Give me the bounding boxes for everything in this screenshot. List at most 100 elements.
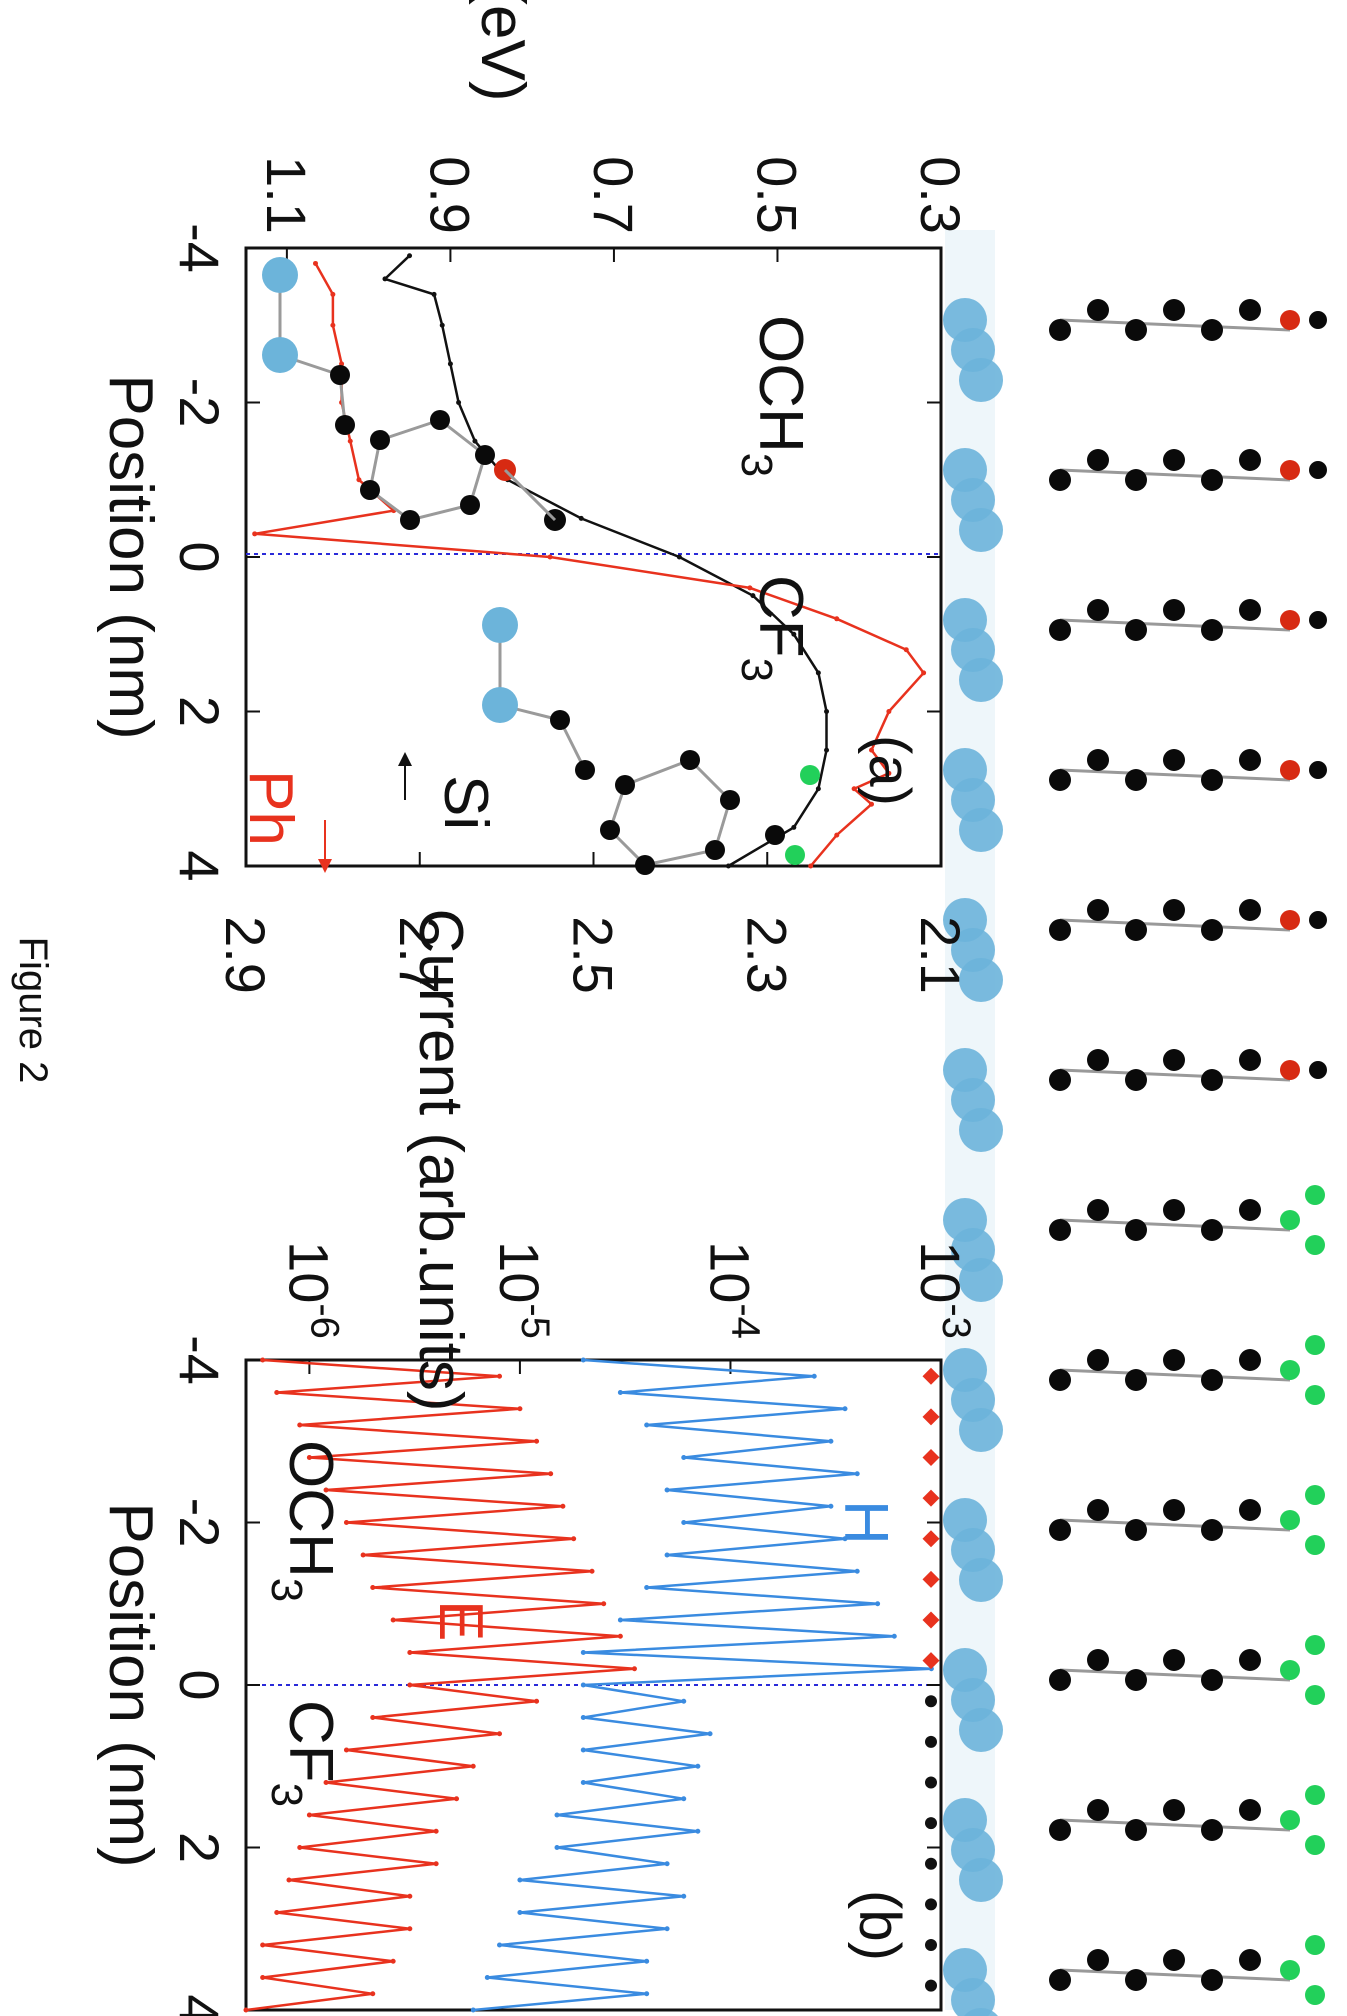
cf3-marker (925, 1776, 937, 1789)
carbon-atom (1087, 1199, 1109, 1221)
panel-b-point-e (370, 1715, 376, 1720)
carbon-atom (1049, 1069, 1071, 1091)
panel-b-e-label: E (426, 1600, 495, 1641)
carbon-atom (1201, 469, 1223, 491)
carbon-atom (1087, 299, 1109, 321)
panel-b-point-e (470, 1763, 476, 1769)
panel-b-point-e (571, 1536, 577, 1542)
panel-b-ytick-label: 10-4 (698, 1241, 767, 1339)
panel-a-xtick-label: 4 (168, 850, 231, 881)
panel-a-cf3-label: CF3 (732, 575, 815, 682)
carbon-atom (1201, 1819, 1223, 1841)
panel-a-och-sub: 3 (732, 453, 781, 477)
svg-text:CF3: CF3 (262, 1700, 345, 1807)
och3-marker (922, 1408, 940, 1426)
carbon-atom (1125, 919, 1147, 941)
silicon-atom (959, 808, 1003, 852)
panel-b-xtick-label: -4 (168, 1335, 231, 1385)
panel-a-point-ph (851, 786, 857, 792)
panel-b-point-e (534, 1438, 540, 1444)
panel-b-point-e (260, 1357, 266, 1363)
panel-a-ytick-left-label: 0.7 (582, 156, 645, 234)
silicon-atom (964, 2008, 998, 2016)
panel-b-point-h (681, 1893, 687, 1899)
silicon-atom (959, 958, 1003, 1002)
carbon-atom (1239, 1949, 1261, 1971)
panel-a-point-si (447, 361, 453, 367)
panel-a-ytick-left-label: 1.1 (255, 156, 318, 234)
panel-a-point-si (725, 863, 731, 869)
panel-b-point-e (274, 1910, 280, 1915)
carbon-atom (1239, 899, 1261, 921)
panel-b-point-e (433, 1861, 439, 1867)
panel-a-ylabel-unit: (eV) (468, 0, 537, 101)
carbon-atom (1201, 1519, 1223, 1541)
panel-a-series-si (382, 254, 828, 868)
panel-b-point-h (517, 1877, 523, 1883)
panel-a-ytick-left-label: 0.5 (745, 156, 808, 234)
molecule-bond (1059, 1668, 1291, 1682)
carbon-atom (1163, 1949, 1185, 1971)
molecule-bond (1059, 1068, 1291, 1082)
carbon-atom (1087, 1049, 1109, 1071)
panel-b-point-h (707, 1731, 713, 1737)
panel-b-series (243, 1357, 934, 2013)
panel-a-point-ph (330, 291, 336, 297)
panel-b-point-h (470, 2007, 476, 2013)
panel-b-point-e (390, 1958, 396, 1964)
panel-b-point-h (875, 1601, 881, 1607)
panel-b-point-e (360, 1552, 366, 1558)
panel-a-ylabel-left: En(eV) (454, 0, 537, 101)
panel-a-och3-molecule-illustration (262, 257, 566, 531)
si-arrow-icon (398, 752, 412, 800)
panel-b-ytick-exp: -5 (513, 1303, 557, 1339)
panel-b-point-h (554, 1812, 560, 1818)
panel-a-xtick-label: -2 (168, 378, 231, 428)
molecule-bond (1059, 618, 1291, 632)
carbon-atom (1201, 1969, 1223, 1991)
panel-a-point-ph (903, 647, 909, 653)
panel-a-point-si (750, 593, 756, 599)
och3-marker (922, 1489, 940, 1507)
fluorine-atom (1305, 1635, 1325, 1655)
carbon-atom (1239, 299, 1261, 321)
carbon-atom (1125, 1969, 1147, 1991)
fluorine-atom (1305, 1935, 1325, 1955)
panel-b-ytick-exp: -6 (302, 1303, 346, 1339)
panel-b-point-e (297, 1422, 303, 1428)
carbon-atom (1309, 761, 1327, 779)
carbon-atom (1125, 1069, 1147, 1091)
panel-a-point-si (439, 322, 445, 328)
silicon-atom (959, 508, 1003, 552)
molecule-bond (1059, 468, 1291, 482)
panel-b-molecule-markers (922, 1367, 940, 1992)
panel-a-ytick-right-label: 2.9 (214, 916, 277, 994)
panel-b-point-e (297, 1845, 303, 1850)
panel-a-label: (a) (857, 735, 922, 806)
silicon-atom (959, 1258, 1003, 1302)
panel-b-point-e (497, 1373, 503, 1379)
panel-b-point-h (644, 1958, 650, 1964)
panel-a-point-si (431, 291, 437, 297)
oxygen-atom (1280, 610, 1300, 630)
panel-b-point-e (617, 1633, 623, 1639)
panel-b-point-h (854, 1568, 860, 1574)
cf3-marker (925, 1939, 937, 1951)
carbon-atom (1201, 1369, 1223, 1391)
molecular-structure-illustration (943, 230, 1327, 2016)
carbon-atom (1163, 449, 1185, 471)
panel-b-point-e (274, 1390, 280, 1395)
silicon-atom (959, 1558, 1003, 1602)
carbon-atom (1201, 619, 1223, 641)
panel-b-point-e (548, 1471, 554, 1477)
panel-a-si-label: Si (431, 775, 500, 830)
panel-b-ylabel: Current (arb.units) (406, 908, 475, 1411)
panel-a-point-si (815, 670, 821, 676)
molecule-bond (1059, 918, 1291, 932)
carbon-atom (1087, 1799, 1109, 1821)
carbon-atom (1309, 461, 1327, 479)
oxygen-atom (1280, 460, 1300, 480)
cf3-marker (925, 1735, 937, 1748)
carbon-atom (1201, 319, 1223, 341)
